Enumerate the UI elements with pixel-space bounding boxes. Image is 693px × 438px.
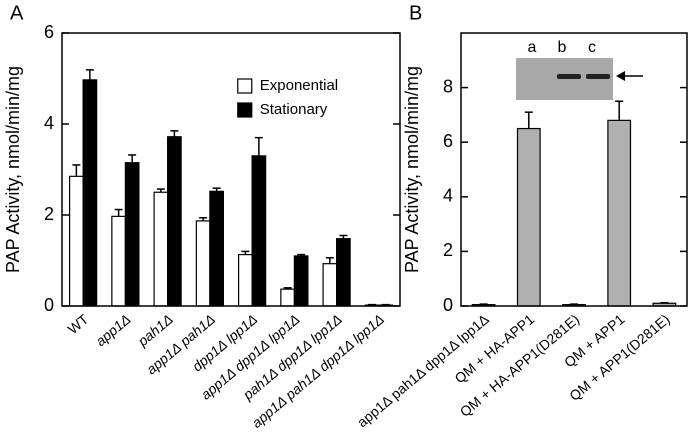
bar: [167, 136, 182, 307]
bar: [124, 162, 140, 307]
panel-label: A: [10, 2, 24, 24]
bar: [280, 288, 295, 307]
bar: [336, 238, 351, 307]
y-axis-label: PAP Activity, nmol/min/mg: [402, 66, 422, 273]
bar: [195, 220, 211, 307]
plot-frame: [61, 32, 401, 307]
bar: [516, 127, 541, 307]
y-axis-label: PAP Activity, nmol/min/mg: [3, 66, 23, 273]
y-tick-label: 8: [443, 76, 453, 96]
y-tick-label: 0: [443, 295, 453, 315]
inset-arrowhead: [616, 71, 625, 81]
y-tick-label: 2: [443, 240, 453, 260]
bar: [238, 253, 253, 307]
bar: [153, 191, 169, 307]
legend-swatch: [237, 78, 253, 94]
y-tick-label: 2: [44, 204, 54, 224]
y-tick-label: 4: [44, 113, 54, 133]
y-tick-label: 6: [44, 22, 54, 42]
bar: [209, 190, 224, 307]
bar: [293, 255, 309, 307]
y-tick-label: 4: [443, 186, 453, 206]
x-tick-label: WT: [64, 311, 91, 338]
blot-band: [586, 74, 610, 79]
inset-label: a: [528, 39, 537, 56]
inset-label: c: [588, 39, 596, 56]
bar: [251, 155, 267, 307]
bar: [69, 175, 84, 307]
panel-label: B: [409, 2, 422, 24]
legend-swatch: [237, 102, 253, 118]
blot-band: [557, 74, 581, 79]
bar: [322, 263, 338, 307]
y-tick-label: 0: [44, 295, 54, 315]
bar: [607, 119, 632, 307]
bar: [111, 215, 126, 307]
legend-label: Exponential: [260, 77, 338, 94]
plot-frame: [460, 32, 688, 307]
inset-label: b: [558, 39, 567, 56]
y-tick-label: 6: [443, 131, 453, 151]
legend-label: Stationary: [260, 101, 328, 118]
bar: [82, 79, 98, 307]
x-tick-label: app1Δ: [92, 311, 133, 349]
